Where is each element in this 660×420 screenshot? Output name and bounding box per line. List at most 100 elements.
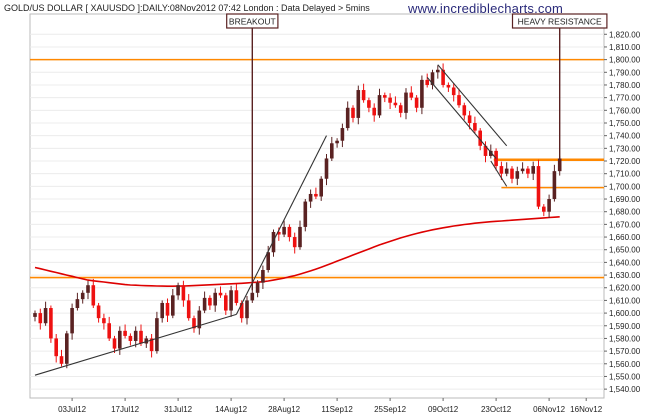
candle-down xyxy=(367,100,371,108)
candle-down xyxy=(457,95,461,106)
y-tick-label: 1,670.00 xyxy=(609,220,641,229)
candle-down xyxy=(123,330,127,336)
candle-up xyxy=(547,199,551,212)
candle-up xyxy=(271,231,276,253)
candle-up xyxy=(557,158,562,172)
candle-up xyxy=(75,299,80,309)
candle-up xyxy=(144,338,149,344)
y-tick-label: 1,690.00 xyxy=(609,195,641,204)
x-tick-label: 31Jul12 xyxy=(164,405,193,414)
candle-down xyxy=(542,206,546,212)
candle-down xyxy=(218,292,223,296)
candle-down xyxy=(451,87,456,96)
candle-up xyxy=(282,226,286,235)
candle-up xyxy=(356,90,361,118)
candle-down xyxy=(224,295,228,311)
candle-up xyxy=(202,297,207,311)
candle-down xyxy=(49,308,53,339)
candle-down xyxy=(409,92,414,98)
y-tick-label: 1,570.00 xyxy=(609,347,641,356)
candle-up xyxy=(255,282,260,293)
candle-down xyxy=(361,90,366,101)
candle-down xyxy=(467,115,472,123)
candle-down xyxy=(181,285,186,301)
annotation-box xyxy=(511,13,608,29)
candle-up xyxy=(86,285,90,293)
candle-down xyxy=(239,302,244,319)
y-tick-label: 1,760.00 xyxy=(609,106,641,115)
candle-up xyxy=(213,292,217,306)
candle-up xyxy=(430,72,435,85)
candle-down xyxy=(462,105,467,116)
candle-down xyxy=(91,285,96,306)
candle-down xyxy=(510,168,514,179)
candle-down xyxy=(208,297,212,306)
x-axis: 03Jul12 17Jul12 31Jul12 14Aug12 28Aug12 11Sep… xyxy=(58,398,603,414)
candle-down xyxy=(149,338,154,352)
candle-down xyxy=(54,338,58,357)
candle-down xyxy=(483,145,488,156)
candle-up xyxy=(118,330,122,349)
y-tick-label: 1,660.00 xyxy=(609,233,641,242)
candles-layer xyxy=(33,63,562,369)
candle-up xyxy=(303,201,308,227)
annotation-label: BREAKOUT xyxy=(229,17,276,27)
y-axis: 1,540.00 1,550.00 1,560.00 1,570.00 1,580.00… xyxy=(604,30,641,394)
y-tick-label: 1,560.00 xyxy=(609,360,641,369)
candle-down xyxy=(128,335,133,341)
y-tick-label: 1,820.00 xyxy=(609,30,641,39)
candle-down xyxy=(478,130,482,146)
y-tick-label: 1,700.00 xyxy=(609,182,641,191)
candle-up xyxy=(404,92,408,113)
y-tick-label: 1,720.00 xyxy=(609,157,641,166)
y-tick-label: 1,730.00 xyxy=(609,144,641,153)
candle-down xyxy=(383,95,387,98)
chart-title: GOLD/US DOLLAR [ XAUUSDO ]:DAILY:08Nov20… xyxy=(4,3,370,13)
candle-up xyxy=(308,193,313,202)
candle-down xyxy=(234,290,239,303)
y-tick-label: 1,620.00 xyxy=(609,284,641,293)
brand-watermark: www.incrediblecharts.com xyxy=(408,1,564,16)
candle-down xyxy=(107,323,111,339)
annotations-layer: BREAKOUT HEAVY RESISTANCE xyxy=(226,13,608,291)
y-tick-label: 1,710.00 xyxy=(609,170,641,179)
candle-down xyxy=(536,166,541,207)
x-tick-label: 06Nov12 xyxy=(533,405,566,414)
candle-down xyxy=(287,226,292,238)
candle-down xyxy=(425,79,429,85)
x-tick-label: 25Sep12 xyxy=(374,405,407,414)
candle-up xyxy=(324,158,329,179)
x-tick-label: 23Oct12 xyxy=(481,405,512,414)
candle-down xyxy=(165,302,170,316)
candle-down xyxy=(102,318,106,324)
candle-down xyxy=(59,356,64,364)
trendline xyxy=(34,313,237,376)
candle-up xyxy=(176,285,180,296)
candle-up xyxy=(489,150,493,156)
candle-up xyxy=(65,333,69,364)
x-tick-label: 16Nov12 xyxy=(570,405,603,414)
trendline xyxy=(235,135,327,315)
candle-up xyxy=(420,79,424,108)
candle-up xyxy=(80,292,85,300)
candle-down xyxy=(96,305,101,319)
candle-down xyxy=(351,107,355,118)
candle-up xyxy=(531,166,535,174)
y-tick-label: 1,630.00 xyxy=(609,271,641,280)
candle-up xyxy=(377,95,382,116)
annotation-label: HEAVY RESISTANCE xyxy=(518,17,602,27)
candle-up xyxy=(171,295,175,316)
y-tick-label: 1,650.00 xyxy=(609,246,641,255)
x-tick-label: 11Sep12 xyxy=(321,405,353,414)
x-tick-label: 28Aug12 xyxy=(268,405,301,414)
candle-up xyxy=(33,313,37,317)
candle-up xyxy=(504,168,509,174)
y-tick-label: 1,800.00 xyxy=(609,56,641,65)
candle-up xyxy=(43,308,48,324)
candle-down xyxy=(398,105,403,113)
candle-up xyxy=(298,226,302,248)
candle-down xyxy=(139,330,143,344)
moving-average-layer xyxy=(34,216,560,288)
candle-down xyxy=(499,166,504,174)
